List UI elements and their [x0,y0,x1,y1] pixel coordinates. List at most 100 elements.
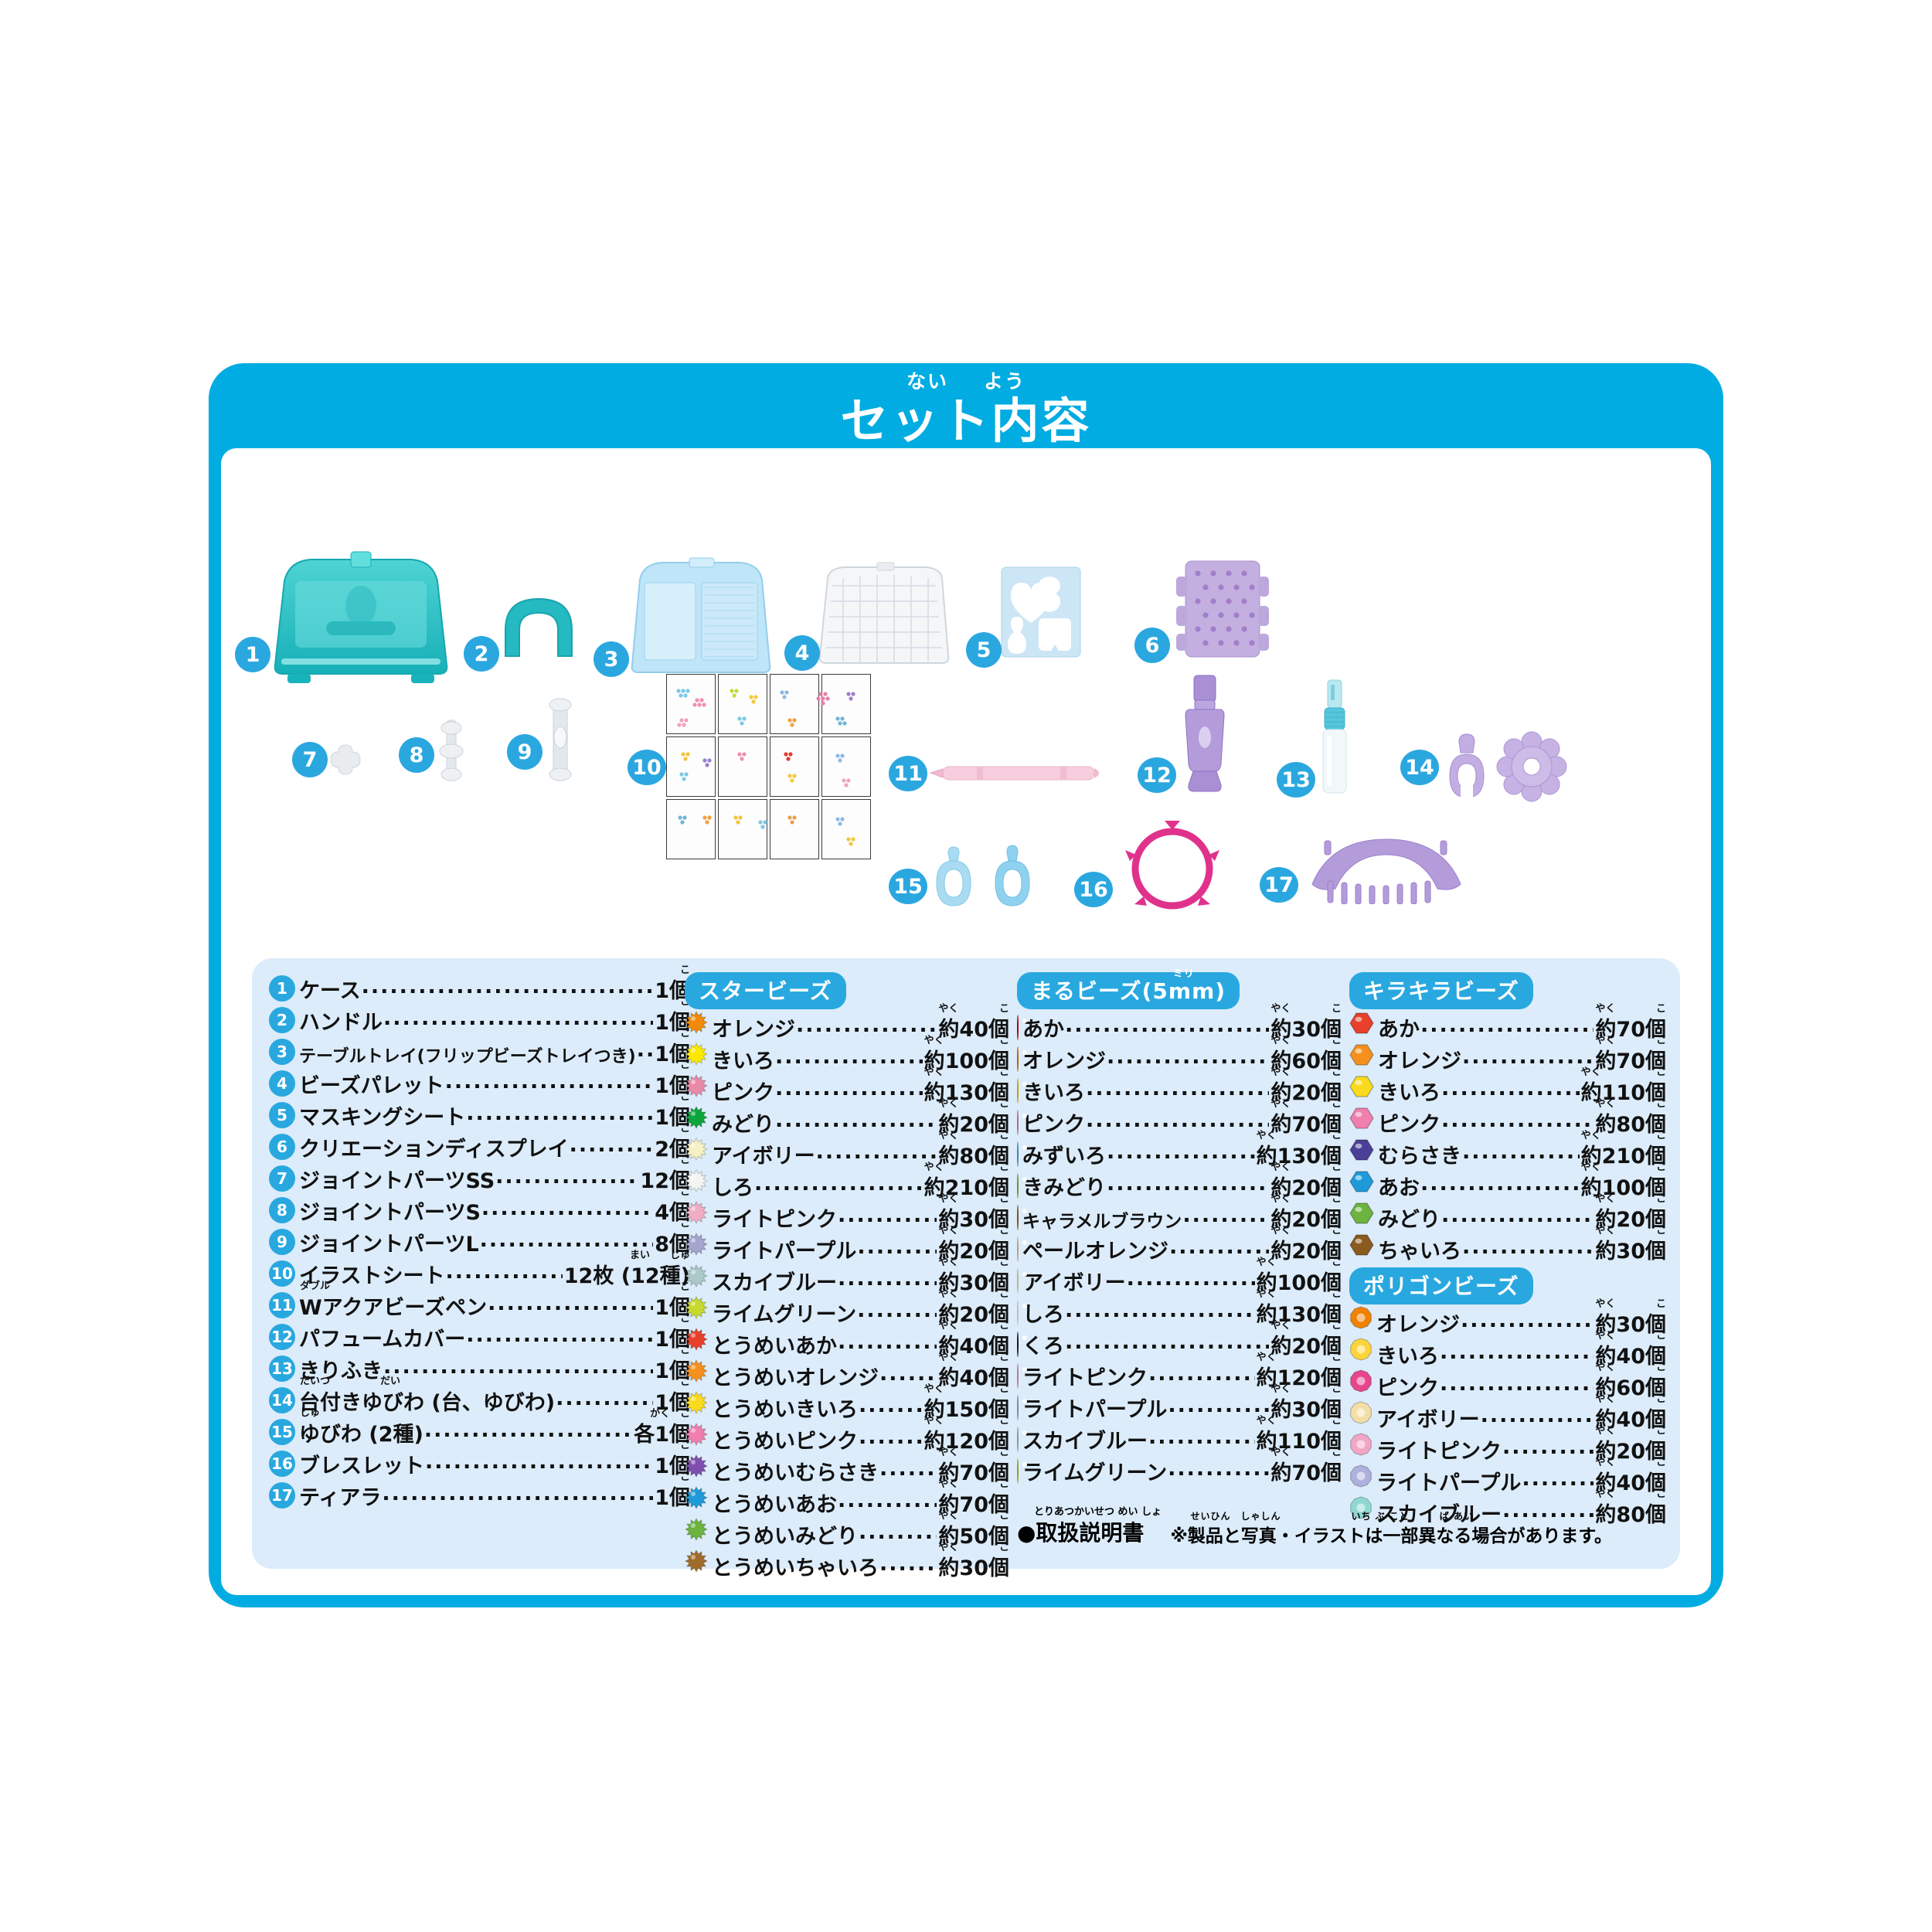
card-body: 1 2 [221,448,1711,1595]
bead-row: ペールオレンジ·································… [1017,1225,1342,1264]
bead-row: ピンク·····································… [684,1066,1009,1106]
parts-list-column: 1ケース····································… [269,964,690,1511]
leader-dots: ········································ [1440,1377,1594,1401]
bead-qty: やくこ約80個 [1595,1488,1666,1527]
bead-color-name: ライムグリーン [712,1303,857,1327]
bead-qty: やくこ約80個 [1595,1098,1666,1137]
bead-row: ライトピンク··································… [684,1193,1009,1233]
badge-13: 13 [1277,762,1315,798]
bead-color-swatch [1349,1076,1374,1103]
parts-row-name: 台付きゆびわ (台、ゆびわ) [299,1391,556,1415]
parts-list-row: 4ビーズパレット································… [269,1060,690,1099]
leader-dots: ········································… [495,1170,638,1194]
bead-row: アイボリー···································… [1017,1257,1342,1296]
bead-color-swatch [684,1295,709,1325]
bead-row: あか······································… [1349,1003,1666,1043]
bead-color-name: オレンジ [1022,1049,1106,1073]
bead-row: オレンジ····································… [1349,1298,1666,1338]
bead-color-name: とうめいオレンジ [712,1366,879,1390]
parts-row-qty: こ 1個 [655,1091,690,1130]
bead-color-name: アイボリー [1376,1408,1480,1432]
bead-color-swatch [1017,1427,1019,1452]
badge-12: 12 [1138,757,1176,793]
bead-row: ライムグリーン·································… [1017,1447,1342,1486]
bead-qty: やくこ約70個 [1270,1447,1342,1485]
bead-color-name: とうめいあか [712,1335,837,1359]
bead-row: ピンク·····································… [1349,1362,1666,1401]
bead-qty: やくこ約30個 [1270,1383,1342,1422]
bead-color-name: ピンク [1376,1376,1439,1400]
bead-row: ライトパープル·································… [1349,1457,1666,1496]
bead-qty: やくこ約30個 [1595,1225,1666,1264]
bead-row: ライトピンク··································… [1349,1425,1666,1464]
bead-qty: やくこ約40個 [938,1003,1009,1042]
bead-color-swatch [684,1454,709,1483]
bead-qty: やくこ約120個 [923,1415,1009,1454]
photo-item-11-aqua-beads-pen: 11 [889,756,1107,791]
bead-qty: やくこ約30個 [1595,1298,1666,1337]
bead-color-name: ライトパープル [712,1240,857,1264]
bead-color-name: キャラメルブラウン [1022,1212,1182,1232]
parts-list-row: 10イラストシート·······························… [269,1250,690,1289]
parts-row-qty: こ 1個 [655,964,690,1003]
bead-color-swatch [684,1073,709,1103]
bead-qty: やくこ約50個 [938,1510,1009,1549]
leader-dots: ········································ [1168,1462,1269,1486]
leader-dots: ········································ [1065,1335,1269,1359]
bead-color-swatch [684,1010,709,1039]
bead-qty: やくこ約30個 [938,1542,1009,1580]
round-beads-title: まるビーズ ミリ (5mm) [1017,968,1240,1009]
leader-dots: ········································ [1522,1472,1594,1496]
bead-color-swatch [684,1200,709,1230]
bead-qty: やくこ約70個 [1270,1098,1342,1137]
parts-row-name: ブレスレット [299,1454,424,1478]
bead-color-swatch [684,1485,709,1515]
parts-row-name: ケース [299,979,361,1003]
manual-label: とりあつかいせつ めい しょ ●取扱説明書 [1017,1506,1162,1547]
parts-list-row: 13きりふき··································… [269,1345,690,1384]
photo-item-7-joint-ss: 7 [292,740,365,782]
parts-list-row: 1ケース····································… [269,964,690,1004]
parts-row-number: 13 [269,1355,295,1382]
parts-row-number: 12 [269,1324,295,1350]
bead-qty: やくこ約110個 [1256,1415,1342,1454]
bead-color-name: とうめいむらさき [712,1461,879,1485]
bead-qty: やくこ約100個 [1256,1257,1342,1295]
bead-color-name: ライトパープル [1376,1471,1522,1495]
bead-row: きいろ·····································… [1017,1066,1342,1106]
bead-row: とうめいむらさき································… [684,1447,1009,1486]
bead-color-name: ライトパープル [1022,1398,1168,1422]
badge-5: 5 [966,632,1002,668]
bead-color-name: とうめいみどり [712,1525,858,1549]
bead-row: スカイブルー··································… [1349,1488,1666,1528]
bead-color-swatch [1349,1401,1372,1430]
bead-row: とうめいちゃいろ································… [684,1542,1009,1581]
bead-qty: やくこ約20個 [1270,1066,1342,1105]
badge-17: 17 [1260,867,1298,903]
bead-row: とうめいきいろ·································… [684,1383,1009,1423]
leader-dots: ········································… [466,1328,653,1352]
photo-item-1-case: 1 [235,550,457,689]
parts-row-number: 15 [269,1419,295,1445]
leader-dots: ········································ [859,1399,923,1423]
parts-row-qty: こ 1個 [655,1345,690,1383]
photo-item-8-joint-s: 8 [399,717,468,787]
leader-dots: ········································ [879,1462,937,1486]
star-beads-title: スタービーズ [685,972,846,1009]
bead-color-name: あか [1378,1018,1420,1042]
bead-color-swatch [684,1168,709,1198]
bead-color-swatch [1349,1433,1372,1461]
bead-qty: やくこ約20個 [938,1288,1009,1327]
kirakira-beads-title: キラキラビーズ [1349,972,1533,1009]
leader-dots: ········································ [1169,1240,1269,1264]
bead-qty: やくこ約20個 [1270,1193,1342,1232]
leader-dots: ········································… [445,1265,562,1289]
leader-dots: ········································… [361,980,654,1004]
parts-row-name: パフュームカバー [299,1328,466,1352]
bead-row: とうめいオレンジ································… [684,1352,1009,1391]
leader-dots: ········································ [1440,1345,1594,1369]
photo-item-10-illustration-sheets: 10 [628,674,871,859]
bead-color-swatch [1349,1107,1374,1134]
bead-color-swatch [684,1232,709,1261]
